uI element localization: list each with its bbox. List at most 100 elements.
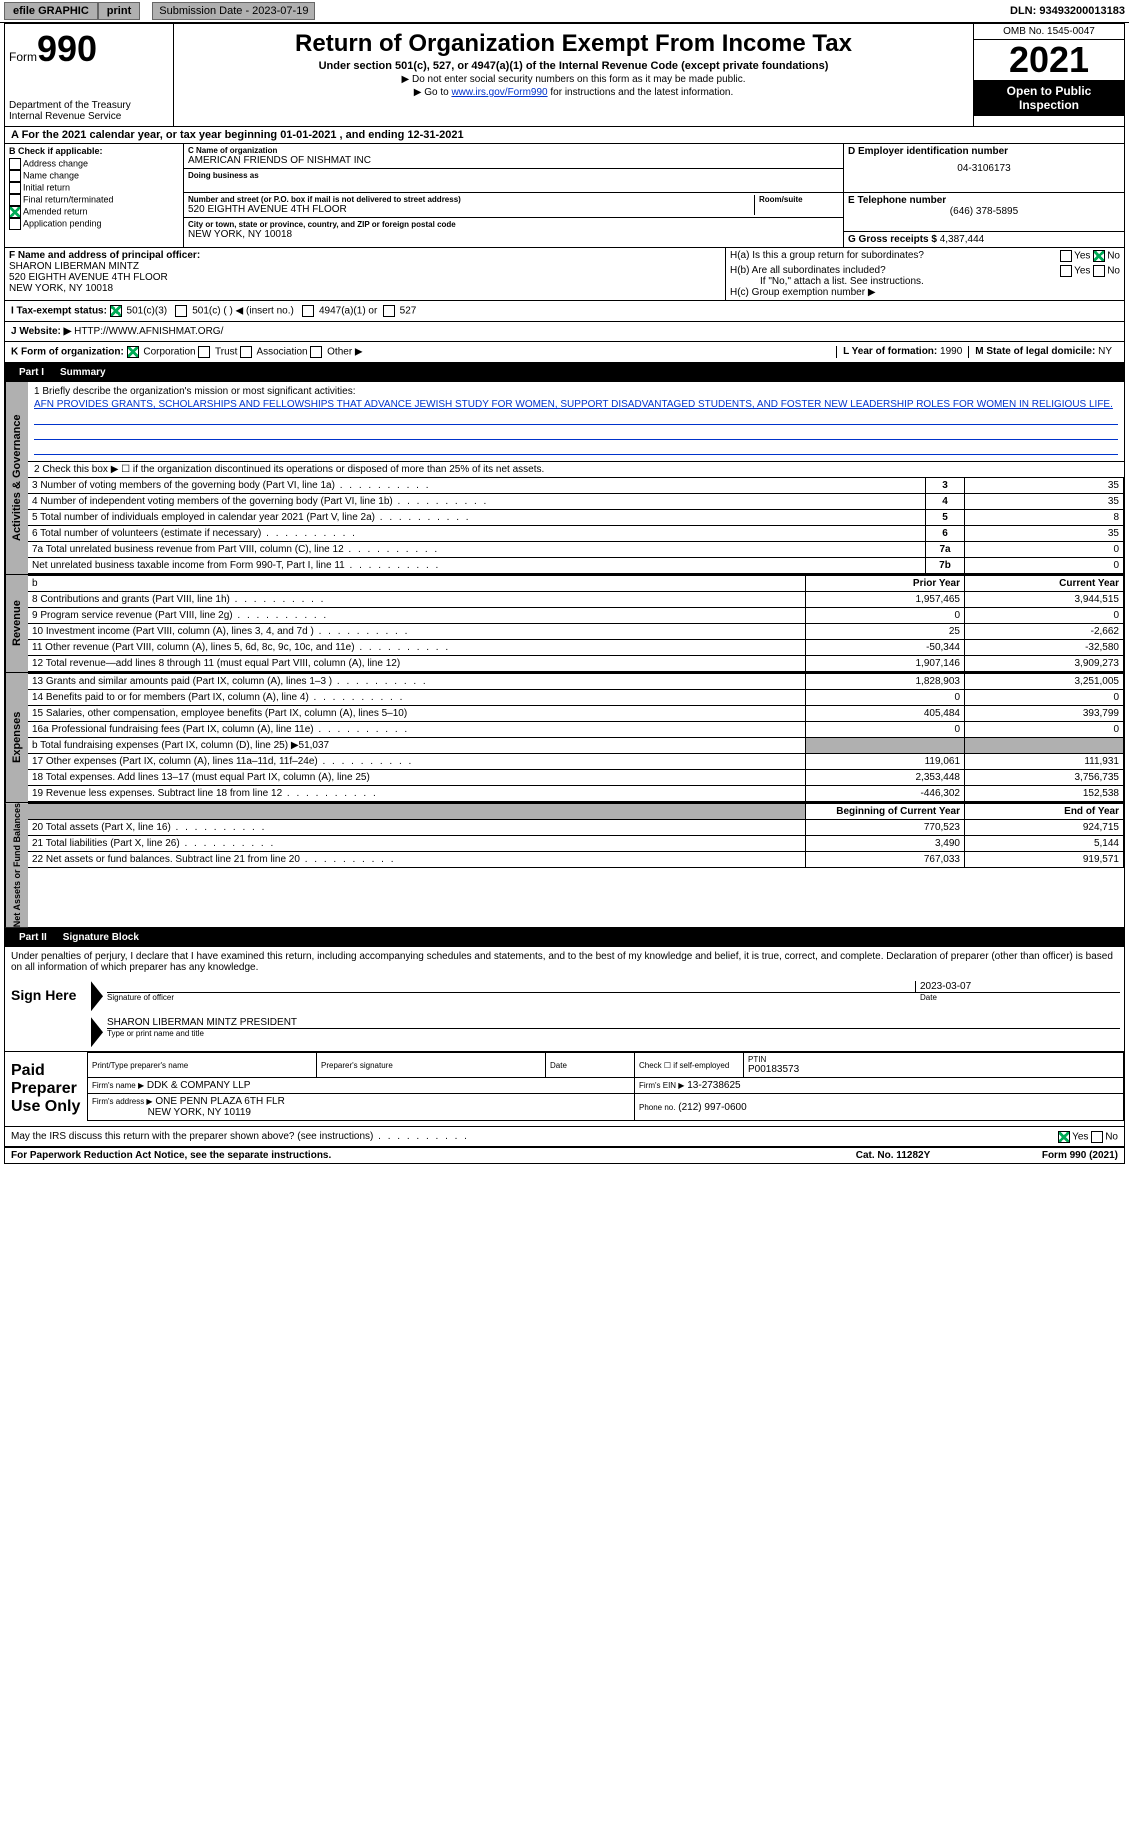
header-right: OMB No. 1545-0047 2021 Open to Public In…	[973, 24, 1124, 126]
sig-officer-field[interactable]	[107, 981, 915, 992]
officer-addr2: NEW YORK, NY 10018	[9, 283, 721, 294]
firm-ein-label: Firm's EIN ▶	[639, 1081, 684, 1090]
mission-text: AFN PROVIDES GRANTS, SCHOLARSHIPS AND FE…	[34, 399, 1118, 410]
r16b-label: b Total fundraising expenses (Part IX, c…	[28, 738, 806, 754]
app-pending-checkbox[interactable]	[9, 218, 21, 230]
r18-label: 18 Total expenses. Add lines 13–17 (must…	[28, 770, 806, 786]
q2: 2 Check this box ▶ ☐ if the organization…	[28, 462, 1124, 477]
side-netassets: Net Assets or Fund Balances	[5, 803, 28, 927]
r6-label: 6 Total number of volunteers (estimate i…	[28, 526, 926, 542]
r12-label: 12 Total revenue—add lines 8 through 11 …	[28, 656, 806, 672]
final-label: Final return/terminated	[23, 194, 114, 204]
r10-prior: 25	[806, 624, 965, 640]
501c3-checkbox[interactable]	[110, 305, 122, 317]
q1-label: 1 Briefly describe the organization's mi…	[34, 386, 1118, 397]
527-checkbox[interactable]	[383, 305, 395, 317]
name-change-checkbox[interactable]	[9, 170, 21, 182]
501c3-label: 501(c)(3)	[127, 306, 168, 317]
r4-val: 35	[965, 494, 1124, 510]
footer-right: Form 990 (2021)	[968, 1150, 1118, 1161]
r4-box: 4	[926, 494, 965, 510]
na-grey	[28, 804, 806, 820]
prep-check-label: Check ☐ if self-employed	[635, 1053, 744, 1078]
r11-curr: -32,580	[965, 640, 1124, 656]
side-activities: Activities & Governance	[5, 382, 28, 574]
r9-curr: 0	[965, 608, 1124, 624]
header-mid: Return of Organization Exempt From Incom…	[174, 24, 973, 126]
ha-yes-checkbox[interactable]	[1060, 250, 1072, 262]
form-subtitle: Under section 501(c), 527, or 4947(a)(1)…	[178, 60, 969, 72]
discuss-yes-checkbox[interactable]	[1058, 1131, 1070, 1143]
r20-label: 20 Total assets (Part X, line 16)	[28, 820, 806, 836]
501c-label: 501(c) ( ) ◀ (insert no.)	[192, 306, 294, 317]
addr-change-checkbox[interactable]	[9, 158, 21, 170]
sig-name: SHARON LIBERMAN MINTZ PRESIDENT	[107, 1017, 1120, 1029]
sig-date-label: Date	[920, 993, 1120, 1002]
501c-checkbox[interactable]	[175, 305, 187, 317]
r7b-label: Net unrelated business taxable income fr…	[28, 558, 926, 574]
b-label: b	[28, 576, 806, 592]
ptin-label: PTIN	[748, 1055, 1119, 1064]
no-label2: No	[1107, 266, 1120, 277]
prep-date-label: Date	[550, 1061, 630, 1070]
declaration: Under penalties of perjury, I declare th…	[5, 947, 1124, 977]
hb-note: If "No," attach a list. See instructions…	[760, 276, 1120, 287]
r17-curr: 111,931	[965, 754, 1124, 770]
prep-sig-label: Preparer's signature	[321, 1061, 541, 1070]
hb-yes-checkbox[interactable]	[1060, 265, 1072, 277]
r17-prior: 119,061	[806, 754, 965, 770]
prep-phone-label: Phone no.	[639, 1103, 675, 1112]
tax-status-row: I Tax-exempt status: 501(c)(3) 501(c) ( …	[5, 301, 1124, 322]
officer-label: F Name and address of principal officer:	[9, 250, 721, 261]
initial-checkbox[interactable]	[9, 182, 21, 194]
firm-name-label: Firm's name ▶	[92, 1081, 144, 1090]
r5-box: 5	[926, 510, 965, 526]
note2-pre: ▶ Go to	[414, 87, 452, 98]
r8-prior: 1,957,465	[806, 592, 965, 608]
other-checkbox[interactable]	[310, 346, 322, 358]
trust-checkbox[interactable]	[198, 346, 210, 358]
final-checkbox[interactable]	[9, 194, 21, 206]
ha-label: H(a) Is this a group return for subordin…	[730, 250, 924, 261]
arrow-icon2	[91, 1017, 103, 1047]
phone: (646) 378-5895	[848, 206, 1120, 217]
street-label: Number and street (or P.O. box if mail i…	[188, 195, 754, 204]
website-row: J Website: ▶ HTTP://WWW.AFNISHMAT.ORG/	[5, 322, 1124, 342]
begin-hdr: Beginning of Current Year	[806, 804, 965, 820]
addr-change-label: Address change	[23, 158, 88, 168]
r10-label: 10 Investment income (Part VIII, column …	[28, 624, 806, 640]
dln: DLN: 93493200013183	[1010, 5, 1125, 17]
r12-prior: 1,907,146	[806, 656, 965, 672]
officer-addr1: 520 EIGHTH AVENUE 4TH FLOOR	[9, 272, 721, 283]
discuss-no-checkbox[interactable]	[1091, 1131, 1103, 1143]
r14-label: 14 Benefits paid to or for members (Part…	[28, 690, 806, 706]
irs-link[interactable]: www.irs.gov/Form990	[451, 87, 547, 98]
part2-title: Signature Block	[55, 930, 147, 945]
trust-label: Trust	[215, 347, 237, 358]
r19-curr: 152,538	[965, 786, 1124, 802]
yes-label: Yes	[1074, 251, 1090, 262]
print-button[interactable]: print	[98, 2, 140, 20]
corp-checkbox[interactable]	[127, 346, 139, 358]
assoc-checkbox[interactable]	[240, 346, 252, 358]
amended-checkbox[interactable]	[9, 206, 21, 218]
end-hdr: End of Year	[965, 804, 1124, 820]
r6-val: 35	[965, 526, 1124, 542]
hb-no-checkbox[interactable]	[1093, 265, 1105, 277]
note-ssn: ▶ Do not enter social security numbers o…	[178, 74, 969, 85]
r12-curr: 3,909,273	[965, 656, 1124, 672]
r9-label: 9 Program service revenue (Part VIII, li…	[28, 608, 806, 624]
r7b-val: 0	[965, 558, 1124, 574]
discuss-yes: Yes	[1072, 1132, 1088, 1143]
r10-curr: -2,662	[965, 624, 1124, 640]
r13-curr: 3,251,005	[965, 674, 1124, 690]
efile-button[interactable]: efile GRAPHIC	[4, 2, 98, 20]
r20-prior: 770,523	[806, 820, 965, 836]
street: 520 EIGHTH AVENUE 4TH FLOOR	[188, 204, 754, 215]
ha-no-checkbox[interactable]	[1093, 250, 1105, 262]
r3-box: 3	[926, 478, 965, 494]
r7b-box: 7b	[926, 558, 965, 574]
r16b-grey2	[965, 738, 1124, 754]
4947-checkbox[interactable]	[302, 305, 314, 317]
r15-prior: 405,484	[806, 706, 965, 722]
